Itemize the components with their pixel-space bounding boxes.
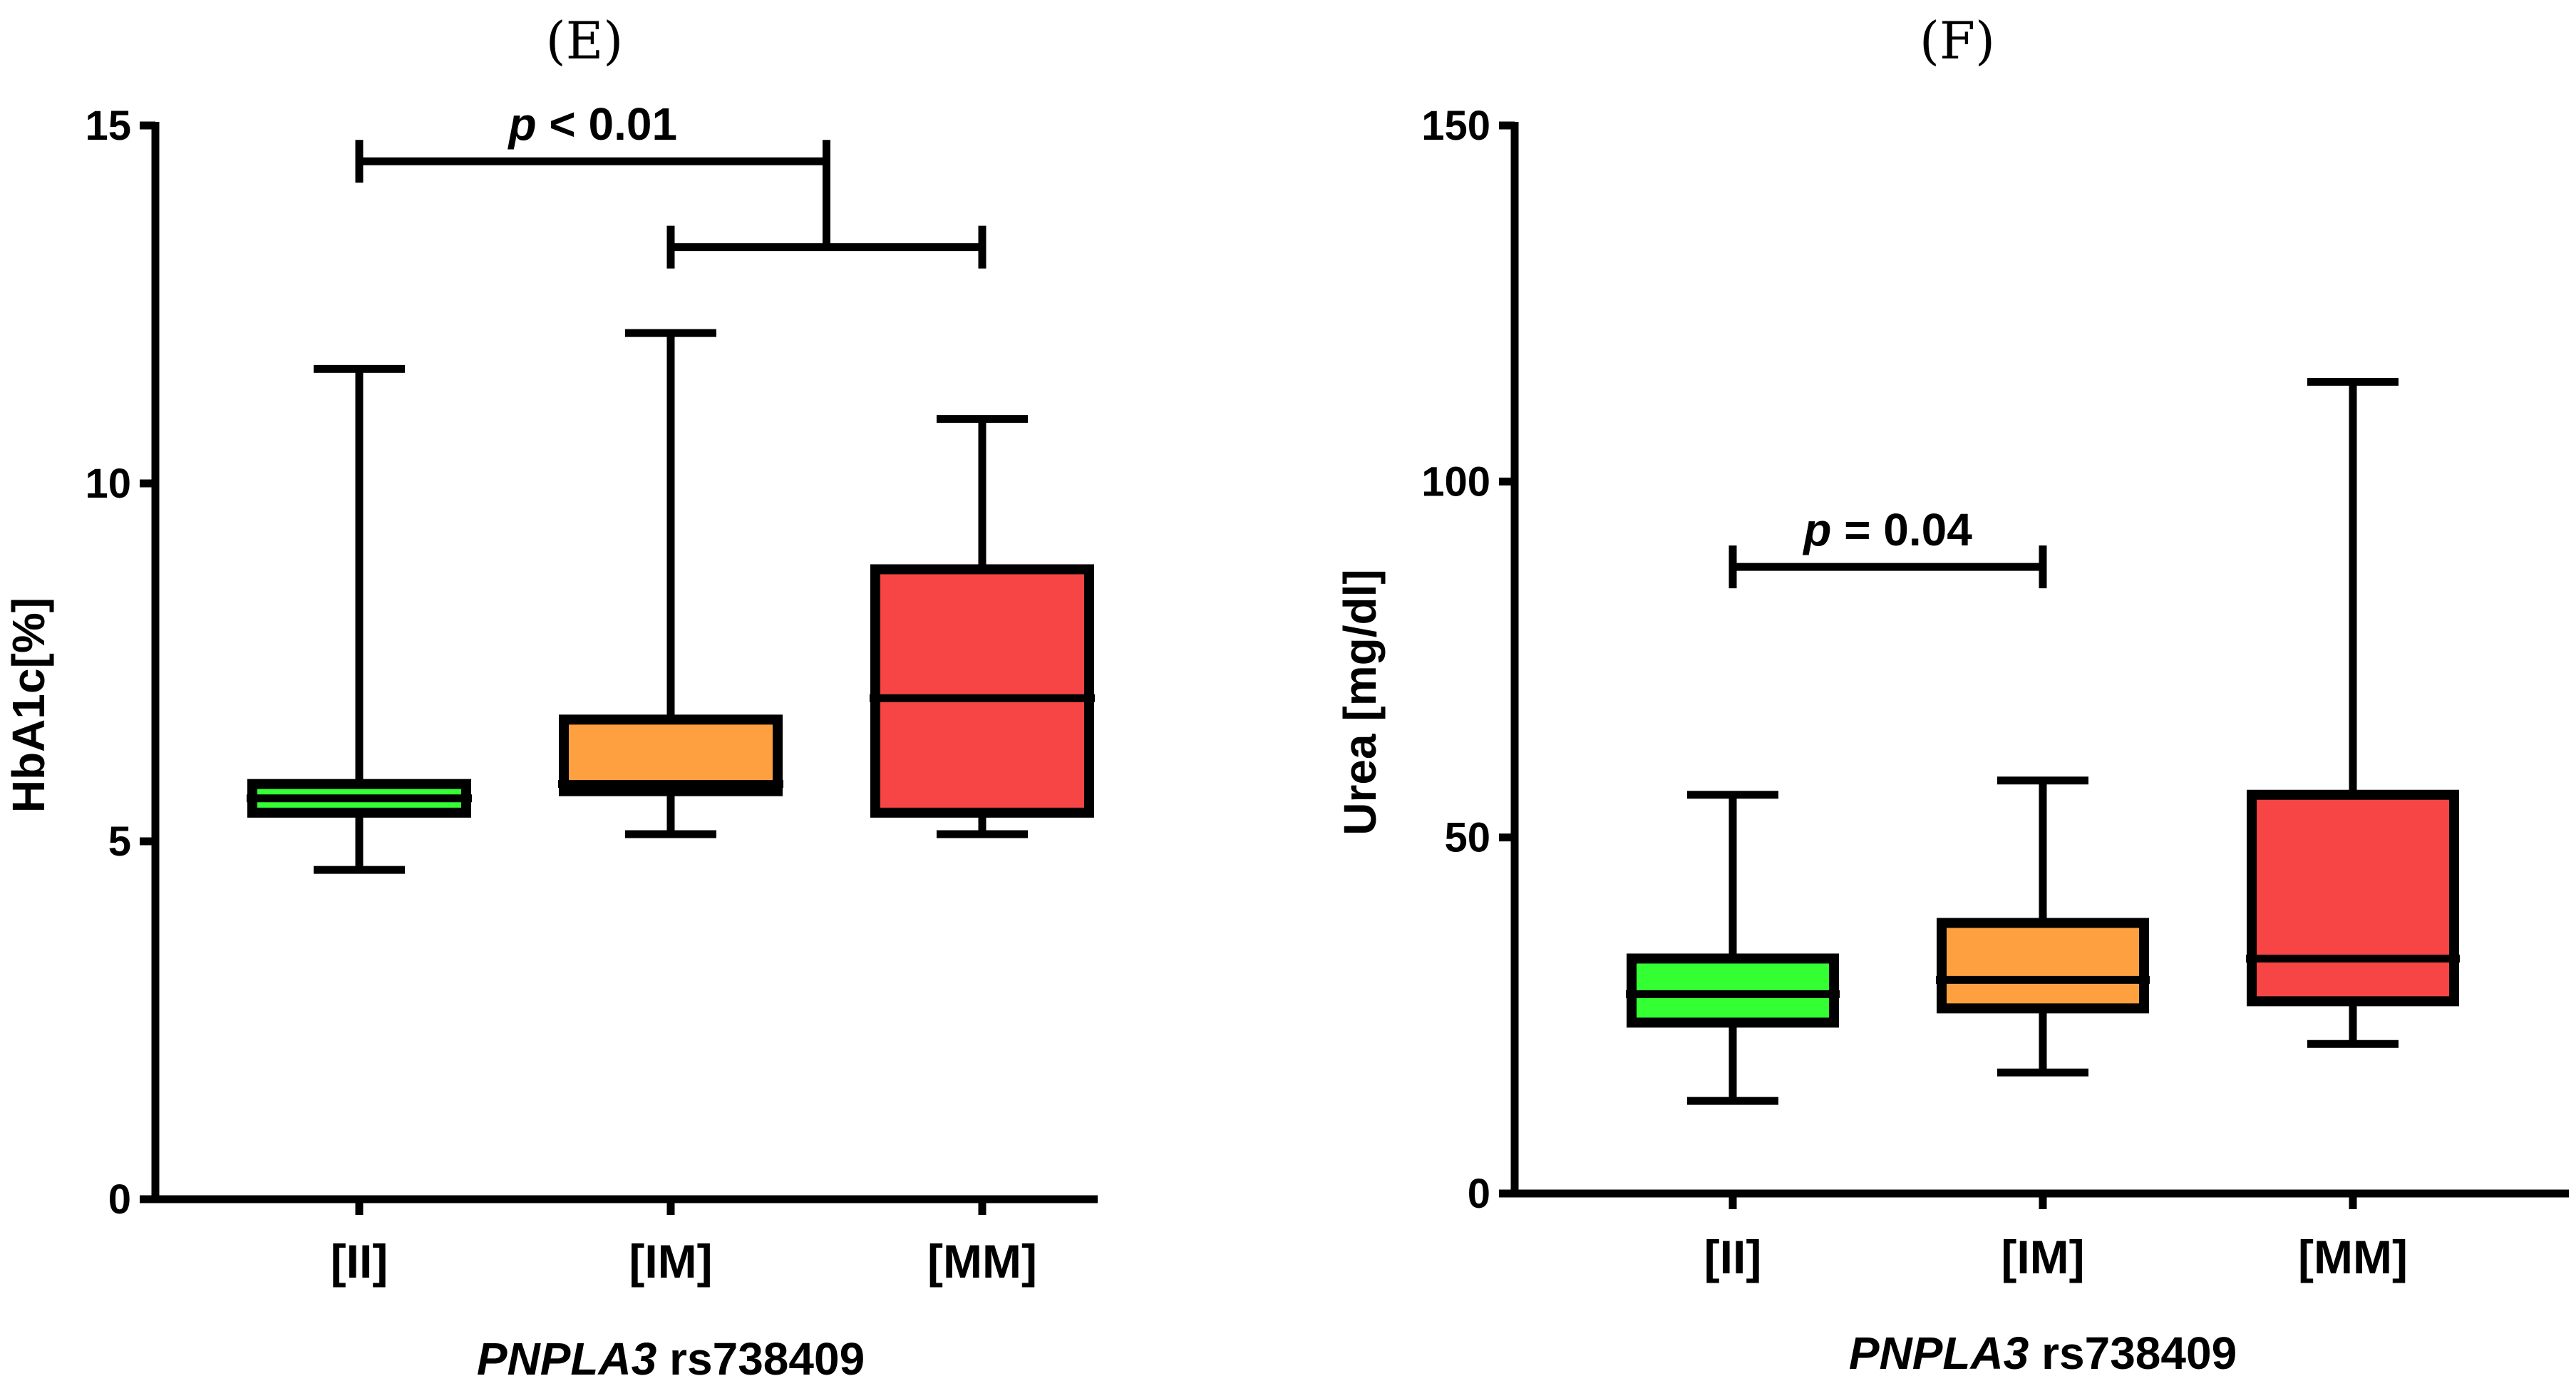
y-axis-title: HbA1c[%] [3, 597, 54, 813]
box-iqr [870, 564, 1094, 818]
p-value-text: = 0.04 [1831, 504, 1972, 555]
x-tick-label: [MM] [2298, 1231, 2408, 1283]
y-tick-label: 10 [85, 461, 131, 507]
x-axis-title: PNPLA3 rs738409 [1849, 1328, 2237, 1379]
y-tick-label: 50 [1444, 815, 1490, 861]
x-axis-title-snp: rs738409 [2029, 1328, 2237, 1379]
p-value-text: < 0.01 [537, 98, 678, 150]
y-tick-label: 100 [1421, 458, 1490, 505]
box-iqr [559, 714, 783, 796]
p-value-symbol: p [507, 98, 536, 150]
x-tick-label: [II] [1704, 1231, 1762, 1283]
p-value-label: p = 0.04 [1802, 504, 1972, 555]
x-tick-label: [IM] [629, 1235, 712, 1288]
y-tick-label: 0 [108, 1176, 131, 1223]
panel-label: (F) [1920, 11, 1995, 71]
y-tick-label: 5 [108, 818, 131, 865]
box-iqr [1937, 918, 2149, 1014]
y-tick-label: 0 [1468, 1171, 1490, 1217]
x-axis-title: PNPLA3 rs738409 [477, 1333, 865, 1385]
panel-e: (E) 0 5 10 15 [II] [IM] [MM] HbA1c[%] PNPLA3 rs73… [3, 11, 1098, 1385]
x-axis-title-snp: rs738409 [656, 1333, 865, 1385]
x-axis-title-gene: PNPLA3 [477, 1333, 657, 1385]
x-tick-label: [II] [331, 1235, 388, 1288]
x-tick-label: [IM] [2001, 1231, 2084, 1283]
panel-label: (E) [546, 11, 624, 71]
y-tick-label: 150 [1421, 103, 1490, 149]
p-value-symbol: p [1802, 504, 1831, 555]
box-iqr [2247, 789, 2459, 1007]
panel-f: (F) 0 50 100 150 [II] [IM] [MM] Urea [mg/dl] PNPL… [1334, 11, 2569, 1379]
p-value-label: p < 0.01 [507, 98, 677, 150]
y-tick-label: 15 [85, 103, 131, 149]
x-tick-label: [MM] [927, 1235, 1037, 1288]
x-axis-title-gene: PNPLA3 [1849, 1328, 2029, 1379]
y-axis-title: Urea [mg/dl] [1334, 569, 1386, 835]
